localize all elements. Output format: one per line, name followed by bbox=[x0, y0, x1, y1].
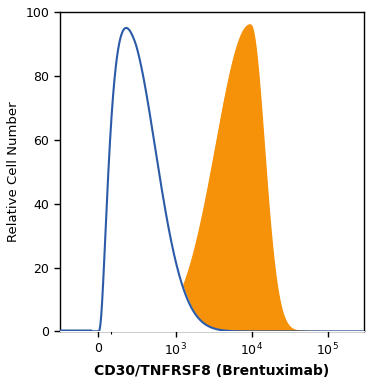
X-axis label: CD30/TNFRSF8 (Brentuximab): CD30/TNFRSF8 (Brentuximab) bbox=[94, 364, 329, 378]
Y-axis label: Relative Cell Number: Relative Cell Number bbox=[7, 101, 20, 242]
